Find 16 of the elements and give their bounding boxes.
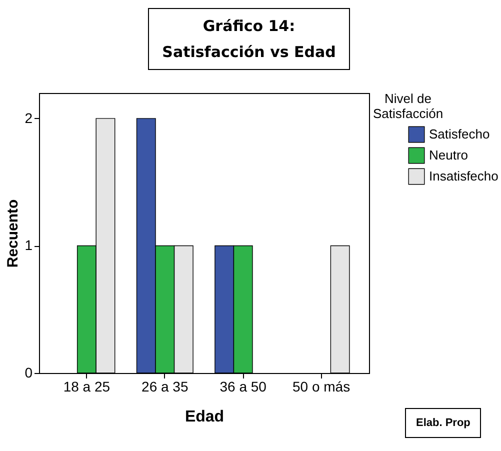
legend-label: Neutro (429, 148, 468, 162)
y-tick-label: 0 (24, 364, 33, 380)
legend-title: Nivel de Satisfacción (372, 91, 444, 121)
legend-label: Insatisfecho (429, 168, 498, 184)
y-axis-title: Recuento (4, 199, 22, 268)
chart-title: Gráfico 14: (202, 16, 296, 37)
x-tick-label: 50 o más (292, 378, 350, 394)
text: Elab. Prop (405, 408, 482, 438)
x-tick-label: 36 a 50 (220, 378, 267, 394)
y-tick-label: 1 (24, 237, 33, 254)
x-tick-label: 26 a 35 (142, 378, 188, 394)
y-tick-label: 2 (24, 110, 33, 126)
x-axis-title: Edad (184, 408, 224, 426)
x-tick-label: 18 a 25 (63, 378, 110, 394)
legend-label: Satisfecho (429, 126, 490, 142)
chart-subtitle: Satisfacción vs Edad (161, 42, 337, 63)
